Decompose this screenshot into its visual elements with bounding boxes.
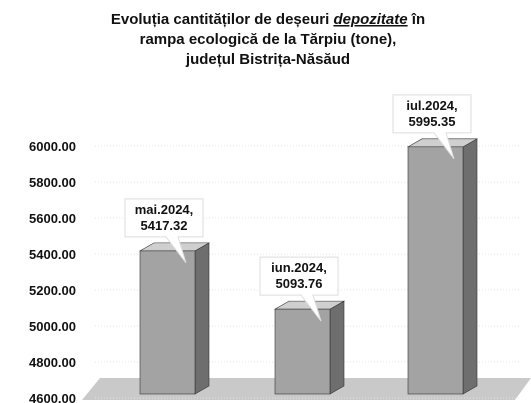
title-part: Evoluția cantităților de deșeuri [111,11,334,28]
category-label: iul.2024, [406,98,457,113]
value-label: 5995.35 [409,114,456,129]
y-tick-label: 5000.00 [29,319,76,334]
category-label: iun.2024, [271,260,327,275]
bar-side [462,138,478,395]
title-part: depozitate [333,11,407,28]
y-tick-label: 5400.00 [29,247,76,262]
value-label: 5093.76 [276,276,323,291]
title-part: în [408,11,426,28]
bar-front [139,250,196,395]
chart-title: rampa ecologică de la Tărpiu (tone), [140,31,397,48]
category-label: mai.2024, [135,202,194,217]
bar-front [274,308,331,395]
bar-side [329,300,345,395]
bar [138,242,211,395]
value-label: 5417.32 [141,218,188,233]
y-tick-label: 5200.00 [29,283,76,298]
y-tick-label: 4600.00 [29,391,76,403]
y-tick-label: 4800.00 [29,355,76,370]
chart-title: județul Bistrița-Năsăud [185,51,350,68]
label-callout [259,256,339,322]
bar [273,300,346,395]
y-tick-label: 5600.00 [29,211,76,226]
y-tick-label: 6000.00 [29,139,76,154]
chart-title: Evoluția cantităților de deșeuri depozit… [111,11,425,28]
label-callout [124,198,204,264]
bar-side [194,242,210,395]
bar [406,138,479,395]
bar-front [407,146,464,395]
label-callout [392,94,472,160]
y-tick-label: 5800.00 [29,175,76,190]
